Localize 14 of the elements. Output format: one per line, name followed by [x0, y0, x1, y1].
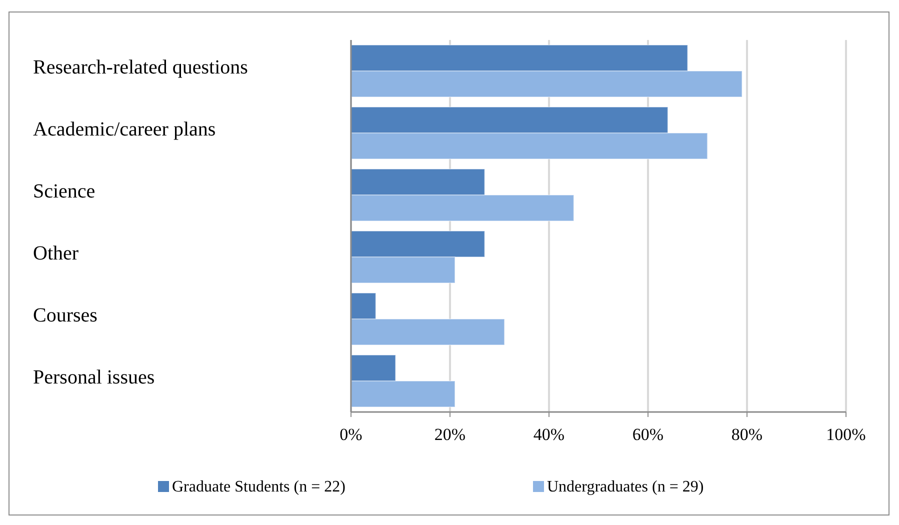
x-tick-label: 80%	[731, 425, 763, 444]
x-tick-label: 20%	[434, 425, 466, 444]
legend-label: Undergraduates (n = 29)	[547, 478, 704, 496]
x-tick-label: 60%	[632, 425, 664, 444]
y-tick-label: Academic/career plans	[33, 118, 216, 141]
x-tick-label: 40%	[533, 425, 565, 444]
y-tick-label: Research-related questions	[33, 56, 248, 79]
x-tick-label: 0%	[340, 425, 362, 444]
y-tick-label: Other	[33, 242, 79, 265]
y-tick-label: Science	[33, 180, 96, 203]
y-tick-label: Personal issues	[33, 366, 155, 389]
x-tick-label: 100%	[826, 425, 866, 444]
legend-label: Graduate Students (n = 22)	[172, 478, 346, 496]
y-tick-label: Courses	[33, 304, 98, 327]
